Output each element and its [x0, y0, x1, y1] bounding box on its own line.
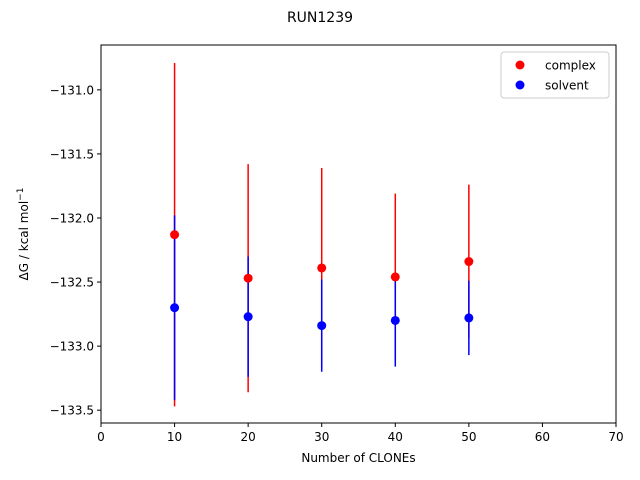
point-complex — [170, 230, 180, 240]
legend-label-solvent: solvent — [545, 79, 589, 93]
point-solvent — [317, 321, 327, 331]
y-tick-label: −131.0 — [50, 83, 94, 97]
y-axis-label: ΔG / kcal mol−1 — [16, 188, 31, 281]
point-solvent — [390, 315, 400, 325]
y-tick-label: −133.0 — [50, 340, 94, 354]
y-tick-label: −132.5 — [50, 276, 94, 290]
x-tick-label: 10 — [167, 430, 182, 444]
point-complex — [243, 273, 253, 283]
point-solvent — [170, 303, 180, 313]
legend: complex solvent — [500, 51, 610, 99]
x-tick-label: 70 — [608, 430, 623, 444]
point-solvent — [464, 313, 474, 323]
y-tick-label: −133.5 — [50, 404, 94, 418]
chart-title: RUN1239 — [287, 10, 353, 26]
point-solvent — [243, 312, 253, 322]
x-tick-label: 50 — [461, 430, 476, 444]
legend-marker-solvent — [515, 80, 525, 90]
x-tick-label: 0 — [97, 430, 105, 444]
x-axis: 0 10 20 30 40 50 60 70 — [97, 423, 624, 444]
legend-marker-complex — [515, 60, 525, 70]
y-axis-label-main: ΔG / kcal mol — [17, 201, 31, 281]
x-tick-label: 60 — [535, 430, 550, 444]
legend-label-complex: complex — [545, 59, 596, 73]
x-tick-label: 30 — [314, 430, 329, 444]
legend-box — [500, 51, 610, 99]
point-complex — [464, 257, 474, 267]
y-axis-label-exponent: −1 — [16, 188, 26, 201]
y-axis: −133.5 −133.0 −132.5 −132.0 −131.5 −131.0 — [50, 83, 101, 418]
x-tick-label: 40 — [388, 430, 403, 444]
point-complex — [390, 272, 400, 282]
x-tick-label: 20 — [241, 430, 256, 444]
point-complex — [317, 263, 327, 273]
data-marks — [170, 62, 474, 407]
plot-frame — [100, 44, 617, 424]
x-axis-label: Number of CLONEs — [301, 451, 415, 465]
y-tick-label: −132.0 — [50, 211, 94, 225]
y-tick-label: −131.5 — [50, 147, 94, 161]
